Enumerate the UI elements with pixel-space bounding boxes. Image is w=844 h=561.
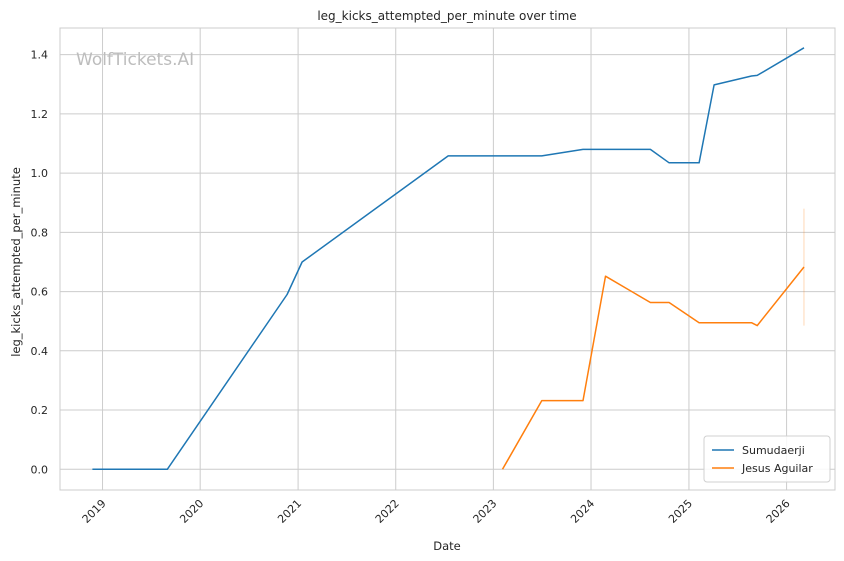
y-tick-label: 1.4 <box>31 49 49 62</box>
series-1 <box>501 208 805 470</box>
y-axis: 0.0 0.2 0.4 0.6 0.8 1.0 1.2 1.4 <box>31 49 49 477</box>
series-line <box>92 47 805 471</box>
series-0 <box>92 47 805 471</box>
y-tick-label: 1.2 <box>31 108 49 121</box>
y-tick-label: 0.8 <box>31 226 49 239</box>
chart-title: leg_kicks_attempted_per_minute over time <box>317 9 576 23</box>
grid <box>60 28 835 490</box>
legend-box <box>703 435 831 483</box>
x-axis-label: Date <box>433 539 461 553</box>
y-tick-label: 0.6 <box>31 286 49 299</box>
series-line <box>501 266 805 470</box>
watermark: WolfTickets.AI <box>76 50 194 70</box>
y-tick-label: 0.2 <box>31 404 49 417</box>
legend-entry: Jesus Aguilar <box>741 462 813 475</box>
legend-entry: Sumudaerji <box>742 444 805 457</box>
plot-frame <box>59 27 836 491</box>
legend: Sumudaerji Jesus Aguilar <box>703 435 831 483</box>
y-tick-label: 0.4 <box>31 345 49 358</box>
series-layer <box>92 47 805 471</box>
y-tick-label: 0.0 <box>31 463 49 476</box>
y-axis-label: leg_kicks_attempted_per_minute <box>9 167 23 357</box>
y-tick-label: 1.0 <box>31 167 49 180</box>
